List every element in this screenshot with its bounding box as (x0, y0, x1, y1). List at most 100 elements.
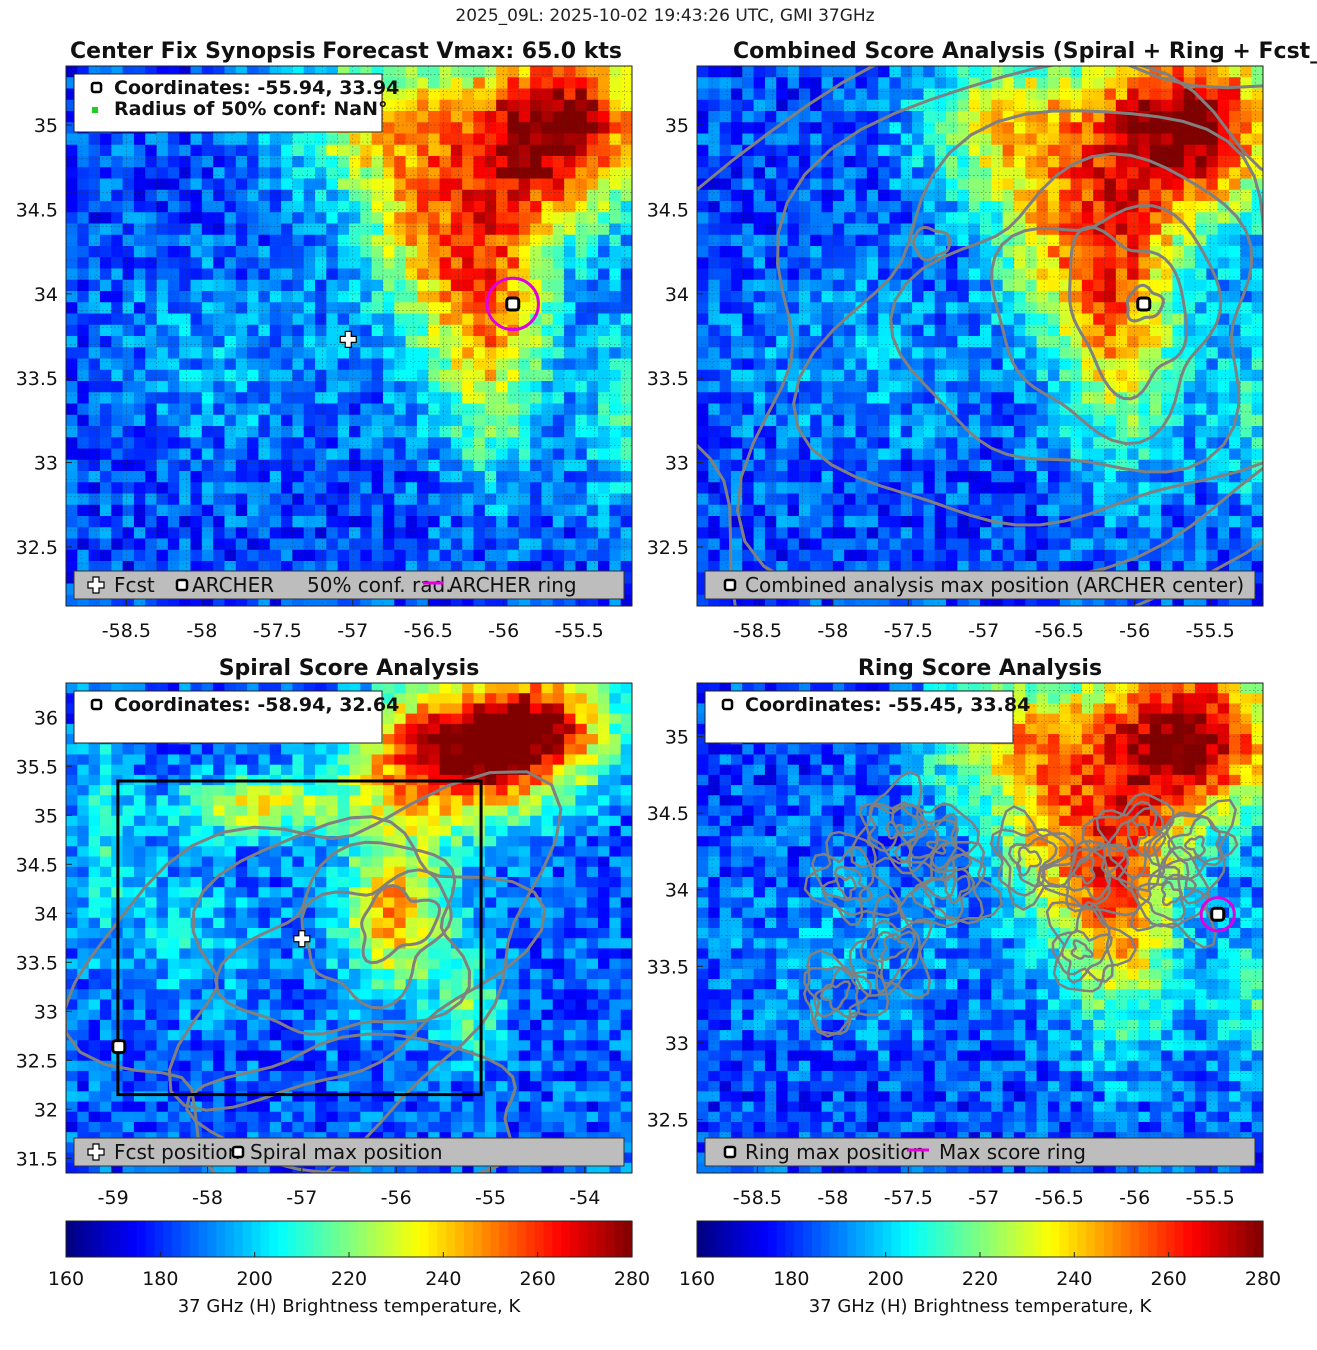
x-tick-label: -57.5 (884, 1187, 933, 1209)
y-tick-label: 34 (34, 284, 58, 306)
contours-combined (697, 66, 1263, 606)
colorbar-tick-label: 160 (48, 1268, 84, 1290)
contour-line (66, 770, 563, 1173)
contour-line (870, 930, 916, 986)
x-tick-label: -55.5 (555, 620, 604, 642)
y-tick-label: 35 (34, 115, 58, 137)
fcst-marker (293, 930, 311, 948)
contour-line (848, 893, 931, 1000)
legend-label: ARCHER ring (449, 573, 577, 597)
y-tick-label: 34 (665, 880, 689, 902)
contour-line (185, 1032, 517, 1173)
contour-line (1145, 798, 1237, 905)
contour-line (1130, 845, 1217, 949)
colorbar-tick-label: 200 (868, 1268, 904, 1290)
contour-line (867, 802, 920, 853)
contour-line (792, 109, 1263, 527)
info-line: Coordinates: -55.45, 33.84 (745, 694, 1030, 716)
archer-marker (111, 1039, 127, 1055)
contour-line (736, 66, 1263, 596)
colorbar-tick-label: 240 (425, 1268, 461, 1290)
legend-label: Combined analysis max position (ARCHER c… (745, 573, 1244, 597)
contour-line (943, 874, 971, 905)
colorbar-tick-label: 260 (1151, 1268, 1187, 1290)
panel-title: Combined Score Analysis (Spiral + Ring +… (733, 39, 1317, 64)
x-tick-label: -54 (569, 1187, 600, 1209)
y-tick-label: 34.5 (647, 199, 689, 221)
y-tick-label: 32.5 (16, 537, 58, 559)
contour-line (360, 884, 442, 965)
y-tick-label: 34 (665, 284, 689, 306)
contour-line (1036, 840, 1141, 917)
legend-label: Fcst position (114, 1140, 240, 1164)
y-tick-label: 35 (34, 805, 58, 827)
contour-line (989, 828, 1070, 897)
y-tick-label: 32.5 (647, 537, 689, 559)
contour-line (811, 845, 875, 927)
contour-line (889, 152, 1254, 474)
colorbar-2: 160 180 200 220 240 260 280 37 GHz (H) Brightne… (679, 1220, 1281, 1317)
contour-line (812, 966, 860, 1020)
info-box (73, 73, 383, 133)
contour-line (1095, 800, 1165, 879)
contour-line (990, 204, 1223, 446)
x-tick-label: -58.5 (102, 620, 151, 642)
contour-line (834, 874, 857, 900)
x-tick-label: -58 (817, 1187, 848, 1209)
contour-line (922, 867, 976, 922)
y-tick-label: 34.5 (16, 854, 58, 876)
panel-combined: -58.5 -58 -57.5 -57 -56.5 -56 -55.5 32.5 33 33.5 3… (647, 39, 1317, 642)
axes-frame (65, 682, 633, 1174)
x-tick-label: -57.5 (253, 620, 302, 642)
legend-fcst-icon (87, 576, 105, 594)
info-marker-icon (90, 81, 103, 94)
archer-marker (1136, 296, 1152, 312)
x-tick-label: -57 (337, 620, 368, 642)
colorbar-tick-label: 280 (1245, 1268, 1281, 1290)
contour-line (1158, 813, 1239, 881)
y-tick-label: 34 (34, 903, 58, 925)
contour-line (1072, 856, 1096, 885)
panel-title: Spiral Score Analysis (219, 656, 480, 681)
y-tick-label: 35 (665, 115, 689, 137)
contour-line (912, 225, 952, 262)
legend-archer-icon (175, 578, 189, 592)
contour-line (996, 805, 1078, 911)
archer-ring (1199, 896, 1236, 933)
colorbar-tick-label: 260 (520, 1268, 556, 1290)
legend-box (73, 1137, 625, 1167)
y-tick-label: 33 (665, 453, 689, 475)
x-tick-label: -55.5 (1186, 1187, 1235, 1209)
contour-line (891, 801, 980, 901)
colorbars-group: 160 180 200 220 240 260 280 37 GHz (H) Brightne… (48, 1220, 1281, 1317)
x-tick-label: -57.5 (884, 620, 933, 642)
legend-ring-max-icon (723, 1145, 737, 1159)
legend-label: 50% conf. rad. (307, 573, 452, 597)
y-tick-label: 33.5 (647, 956, 689, 978)
contour-line (880, 932, 909, 962)
x-tick-label: -58 (192, 1187, 223, 1209)
legend-label: ARCHER (192, 573, 274, 597)
contour-line (1070, 939, 1094, 960)
panels-group: -58.5 -58 -57.5 -57 -56.5 -56 -55.5 32.5 33 33.5 3… (16, 39, 1317, 1209)
contour-line (821, 865, 873, 902)
contour-line (167, 815, 547, 1112)
contour-line (1015, 845, 1043, 877)
contour-line (697, 66, 1263, 606)
y-tick-label: 33.5 (16, 952, 58, 974)
panel-center-fix: -58.5 -58 -57.5 -57 -56.5 -56 -55.5 32.5 33 33.5 3… (16, 39, 633, 642)
colorbar-1: 160 180 200 220 240 260 280 37 GHz (H) Brightne… (48, 1220, 650, 1317)
contour-line (1183, 835, 1206, 858)
y-tick-label: 31.5 (16, 1148, 58, 1170)
legend-archer-icon (723, 578, 737, 592)
panel-subtitle: Forecast Vmax: 65.0 kts (322, 39, 622, 64)
contour-line (803, 965, 872, 1036)
contours-ring (803, 770, 1239, 1038)
colorbar-label: 37 GHz (H) Brightness temperature, K (809, 1296, 1153, 1317)
archer-marker (505, 296, 521, 312)
info-line: Coordinates: -55.94, 33.94 (114, 77, 399, 99)
x-tick-label: -56 (1119, 1187, 1150, 1209)
contour-line (803, 949, 890, 1038)
x-tick-label: -58 (186, 620, 217, 642)
contour-line (926, 838, 949, 855)
